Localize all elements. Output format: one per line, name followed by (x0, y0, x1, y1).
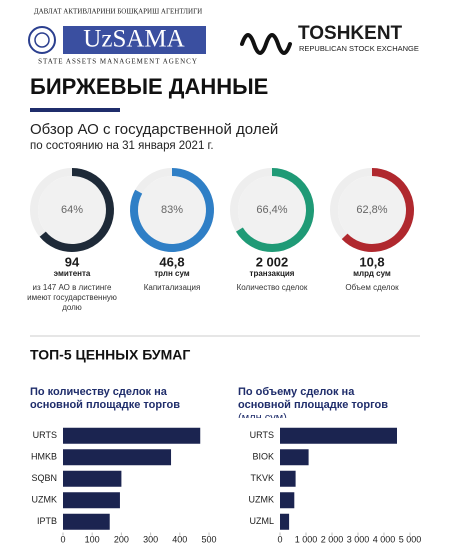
caption-box: Количество сделок (236, 283, 308, 292)
chart-unit: (млн сум) (238, 412, 287, 418)
caption-box: из 147 АО в листинге имеют государственн… (27, 283, 117, 312)
exchange-sub: REPUBLICAN STOCK EXCHANGE (299, 44, 419, 53)
stat-unit: млрд сум (353, 269, 391, 278)
donut-arc (341, 168, 414, 252)
agency-name-uz: ДАВЛАТ АКТИВЛАРИНИ БОШҚАРИШ АГЕНТЛИГИ (34, 8, 202, 16)
donut-arc (130, 168, 214, 252)
logo-box (63, 26, 206, 54)
bar (280, 513, 290, 530)
donut-label: 62,8% (356, 204, 387, 216)
stat-unit: эмитента (54, 269, 91, 278)
stat-caption: Количество сделок (236, 283, 308, 292)
x-tick-label: 3 000 (347, 534, 370, 544)
y-tick-label: UZMK (32, 495, 58, 505)
chart-title-text: По количеству сделок на основной площадк… (30, 386, 180, 412)
stat-value: 94 (65, 254, 80, 269)
y-tick-label: UZML (250, 516, 275, 526)
y-tick-label: HMKB (31, 452, 57, 462)
x-tick-label: 2 000 (321, 534, 344, 544)
x-tick-label: 500 (201, 534, 216, 544)
caption-box: Капитализация (143, 283, 201, 292)
x-tick-label: 1 000 (295, 534, 318, 544)
stat-caption: Капитализация (143, 283, 201, 292)
chart-title: По количеству сделок на основной площадк… (30, 386, 200, 412)
chart-title-text: По объему сделок на основной площадке то… (238, 386, 388, 412)
x-tick-label: 4 000 (373, 534, 396, 544)
agency-name-en: STATE ASSETS MANAGEMENT AGENCY (38, 58, 198, 66)
donut-bg (138, 176, 206, 244)
bar (280, 449, 309, 466)
emblem (28, 26, 56, 54)
donut-arc (235, 168, 314, 252)
bar (280, 427, 397, 444)
stat-caption: из 147 АО в листинге имеют государственн… (27, 283, 117, 312)
stat-unit: трлн сум (154, 269, 190, 278)
agency-logo: UzSAMA (83, 26, 184, 53)
section-title: ТОП-5 ЦЕННЫХ БУМАГ (30, 347, 190, 363)
x-tick-label: 5 000 (399, 534, 422, 544)
x-tick-label: 200 (114, 534, 129, 544)
chart-title: По объему сделок на основной площадке то… (238, 386, 408, 418)
x-tick-label: 100 (85, 534, 100, 544)
x-tick-label: 0 (60, 534, 65, 544)
y-tick-label: TKVK (250, 473, 274, 483)
subtitle: Обзор АО с государственной долей (30, 121, 278, 138)
donut-arc (39, 168, 114, 252)
bar (280, 492, 295, 509)
chart-title-box: По объему сделок на основной площадке то… (238, 386, 408, 418)
donut-bg (238, 176, 306, 244)
caption-box: Объем сделок (345, 283, 399, 292)
donut-label: 64% (61, 204, 83, 216)
y-tick-label: BIOK (252, 452, 274, 462)
stat-caption: Объем сделок (345, 283, 399, 292)
x-tick-label: 0 (277, 534, 282, 544)
bar (63, 427, 201, 444)
y-tick-label: URTS (250, 430, 274, 440)
date: по состоянию на 31 января 2021 г. (30, 140, 214, 152)
donut-label: 83% (161, 204, 183, 216)
x-tick-label: 400 (172, 534, 187, 544)
exchange-icon (240, 33, 292, 55)
bar (63, 449, 172, 466)
stat-value: 2 002 (256, 254, 289, 269)
y-tick-label: UZMK (249, 495, 275, 505)
exchange-name: TOSHKENT (298, 23, 403, 44)
y-tick-label: URTS (33, 430, 57, 440)
stat-value: 46,8 (159, 254, 184, 269)
bar (63, 470, 122, 487)
stat-value: 10,8 (359, 254, 384, 269)
x-tick-label: 300 (143, 534, 158, 544)
chart-title-box: По количеству сделок на основной площадк… (30, 386, 200, 412)
bar (280, 470, 296, 487)
title-underline (30, 108, 120, 112)
stat-unit: транзакция (250, 269, 295, 278)
y-tick-label: IPTB (37, 516, 57, 526)
bar (63, 492, 120, 509)
y-tick-label: SQBN (31, 473, 57, 483)
donut-bg (338, 176, 406, 244)
donut-label: 66,4% (256, 204, 287, 216)
emblem-inner (34, 32, 50, 48)
bar (63, 513, 110, 530)
page-title: БИРЖЕВЫЕ ДАННЫЕ (30, 74, 268, 99)
donut-bg (38, 176, 106, 244)
